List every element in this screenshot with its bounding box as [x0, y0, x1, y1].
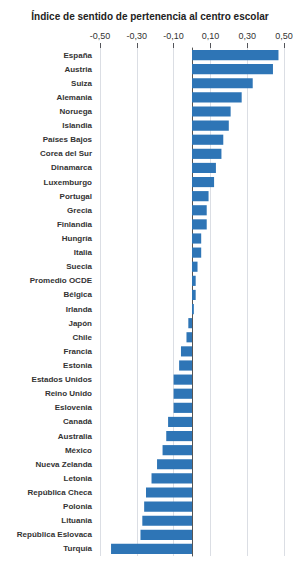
svg-text:Bélgica: Bélgica — [64, 290, 93, 299]
svg-text:Canadá: Canadá — [63, 417, 92, 426]
svg-text:Grecia: Grecia — [67, 206, 92, 215]
svg-text:Irlanda: Irlanda — [66, 305, 93, 314]
svg-text:0,10: 0,10 — [202, 31, 220, 41]
svg-text:Corea del Sur: Corea del Sur — [40, 149, 92, 158]
svg-text:España: España — [64, 51, 93, 60]
svg-text:Promedio OCDE: Promedio OCDE — [30, 276, 93, 285]
svg-text:Islandia: Islandia — [62, 121, 92, 130]
svg-text:Letonia: Letonia — [64, 474, 93, 483]
svg-text:Suiza: Suiza — [71, 79, 92, 88]
svg-text:Austria: Austria — [64, 65, 92, 74]
svg-text:Reino Unido: Reino Unido — [45, 389, 92, 398]
svg-text:Noruega: Noruega — [60, 107, 93, 116]
svg-text:Suecia: Suecia — [66, 262, 92, 271]
svg-text:0,30: 0,30 — [238, 31, 256, 41]
svg-text:Francia: Francia — [64, 347, 93, 356]
svg-text:Dinamarca: Dinamarca — [51, 163, 92, 172]
svg-text:Japón: Japón — [68, 319, 92, 328]
svg-text:Italia: Italia — [74, 248, 93, 257]
svg-text:Hungría: Hungría — [62, 234, 93, 243]
svg-text:Eslovenia: Eslovenia — [55, 403, 93, 412]
svg-text:República Eslovaca: República Eslovaca — [17, 530, 93, 539]
svg-text:Chile: Chile — [72, 333, 92, 342]
svg-text:República Checa: República Checa — [28, 488, 93, 497]
svg-text:Alemania: Alemania — [56, 93, 92, 102]
svg-text:-0,50: -0,50 — [90, 31, 111, 41]
svg-text:Turquía: Turquía — [63, 544, 92, 553]
svg-text:Finlandia: Finlandia — [57, 220, 93, 229]
svg-text:-0,10: -0,10 — [163, 31, 184, 41]
svg-text:Países Bajos: Países Bajos — [43, 135, 93, 144]
svg-text:Índice de sentido de pertenenc: Índice de sentido de pertenencia al cent… — [31, 10, 268, 22]
svg-text:Nueva Zelanda: Nueva Zelanda — [36, 460, 93, 469]
svg-text:Luxemburgo: Luxemburgo — [44, 178, 93, 187]
svg-text:Portugal: Portugal — [60, 192, 92, 201]
svg-text:Estados Unidos: Estados Unidos — [32, 375, 93, 384]
svg-text:Australia: Australia — [58, 432, 93, 441]
svg-text:0,50: 0,50 — [275, 31, 293, 41]
svg-text:México: México — [65, 446, 92, 455]
svg-text:Lituania: Lituania — [61, 516, 92, 525]
svg-text:Polonia: Polonia — [63, 502, 92, 511]
svg-text:-0,30: -0,30 — [127, 31, 148, 41]
svg-text:Estonia: Estonia — [63, 361, 92, 370]
